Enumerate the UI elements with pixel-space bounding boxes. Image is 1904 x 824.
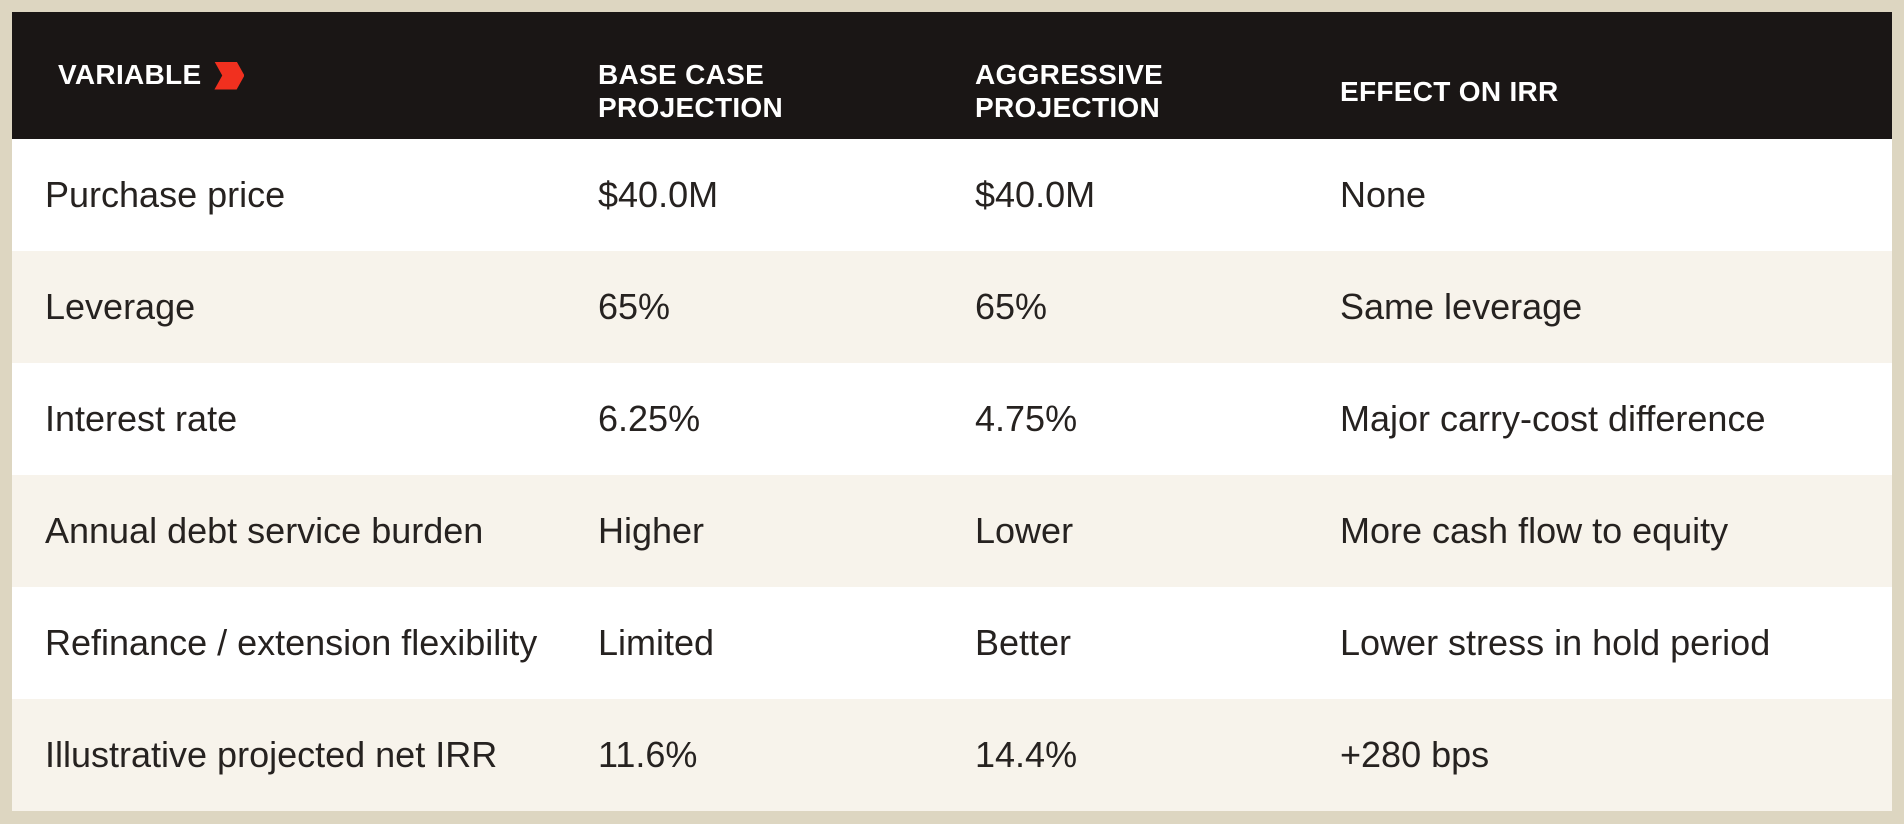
cell-text: 6.25%	[598, 398, 701, 439]
cell-aggressive: 14.4%	[942, 699, 1307, 811]
header-row: VARIABLE BASE CASE PROJECTION AGGRESSIVE…	[12, 12, 1892, 139]
cell-text: Limited	[598, 622, 715, 663]
column-header-variable-label: VARIABLE	[58, 59, 202, 91]
comparison-table-card: VARIABLE BASE CASE PROJECTION AGGRESSIVE…	[12, 12, 1892, 811]
cell-text: Illustrative projected net IRR	[45, 734, 498, 775]
cell-effect: +280 bps	[1307, 699, 1892, 811]
cell-text: Refinance / extension flexibility	[45, 622, 538, 663]
cell-effect: Same leverage	[1307, 251, 1892, 363]
cell-aggressive: 4.75%	[942, 363, 1307, 475]
cell-base-case: 6.25%	[565, 363, 942, 475]
cell-text: $40.0M	[598, 174, 719, 215]
cell-text: Better	[975, 622, 1072, 663]
cell-text: 4.75%	[975, 398, 1078, 439]
table-row-refinance-flexibility: Refinance / extension flexibility Limite…	[12, 587, 1892, 699]
column-header-variable: VARIABLE	[12, 12, 565, 139]
column-header-effect-on-irr: EFFECT ON IRR	[1307, 12, 1892, 139]
cell-text: Annual debt service burden	[45, 510, 484, 551]
cell-text: Same leverage	[1340, 286, 1583, 327]
cell-aggressive: $40.0M	[942, 139, 1307, 251]
irr-comparison-table: VARIABLE BASE CASE PROJECTION AGGRESSIVE…	[12, 12, 1892, 811]
table-row-net-irr: Illustrative projected net IRR 11.6% 14.…	[12, 699, 1892, 811]
cell-text: 14.4%	[975, 734, 1078, 775]
cell-text: Major carry-cost difference	[1340, 398, 1766, 439]
cell-text: Lower	[975, 510, 1074, 551]
cell-text: More cash flow to equity	[1340, 510, 1729, 551]
cell-text: 65%	[598, 286, 671, 327]
cell-effect: None	[1307, 139, 1892, 251]
table-header: VARIABLE BASE CASE PROJECTION AGGRESSIVE…	[12, 12, 1892, 139]
cell-text: 65%	[975, 286, 1048, 327]
cell-text: Leverage	[45, 286, 196, 327]
cell-text: None	[1340, 174, 1427, 215]
column-header-effect-on-irr-label: EFFECT ON IRR	[1340, 75, 1559, 107]
table-row-interest-rate: Interest rate 6.25% 4.75% Major carry-co…	[12, 363, 1892, 475]
column-header-aggressive-label: AGGRESSIVE PROJECTION	[975, 59, 1164, 123]
cell-text: Higher	[598, 510, 705, 551]
cell-variable: Illustrative projected net IRR	[12, 699, 565, 811]
cell-aggressive: Lower	[942, 475, 1307, 587]
cell-variable: Refinance / extension flexibility	[12, 587, 565, 699]
red-chevron-flag-icon	[214, 61, 245, 90]
cell-text: $40.0M	[975, 174, 1096, 215]
cell-variable: Leverage	[12, 251, 565, 363]
cell-variable: Interest rate	[12, 363, 565, 475]
cell-aggressive: 65%	[942, 251, 1307, 363]
cell-base-case: Higher	[565, 475, 942, 587]
cell-text: 11.6%	[598, 734, 698, 775]
cell-base-case: 11.6%	[565, 699, 942, 811]
column-header-base-case-label: BASE CASE PROJECTION	[598, 59, 784, 123]
table-row-leverage: Leverage 65% 65% Same leverage	[12, 251, 1892, 363]
cell-variable: Purchase price	[12, 139, 565, 251]
cell-base-case: $40.0M	[565, 139, 942, 251]
cell-base-case: Limited	[565, 587, 942, 699]
cell-effect: More cash flow to equity	[1307, 475, 1892, 587]
cell-aggressive: Better	[942, 587, 1307, 699]
cell-base-case: 65%	[565, 251, 942, 363]
cell-effect: Lower stress in hold period	[1307, 587, 1892, 699]
column-header-aggressive: AGGRESSIVE PROJECTION	[942, 12, 1307, 139]
column-header-base-case: BASE CASE PROJECTION	[565, 12, 942, 139]
cell-text: Lower stress in hold period	[1340, 622, 1771, 663]
table-row-purchase-price: Purchase price $40.0M $40.0M None	[12, 139, 1892, 251]
cell-text: Interest rate	[45, 398, 238, 439]
table-body: Purchase price $40.0M $40.0M None Levera…	[12, 139, 1892, 811]
table-row-debt-service: Annual debt service burden Higher Lower …	[12, 475, 1892, 587]
cell-effect: Major carry-cost difference	[1307, 363, 1892, 475]
cell-text: Purchase price	[45, 174, 286, 215]
cell-variable: Annual debt service burden	[12, 475, 565, 587]
cell-text: +280 bps	[1340, 734, 1490, 775]
